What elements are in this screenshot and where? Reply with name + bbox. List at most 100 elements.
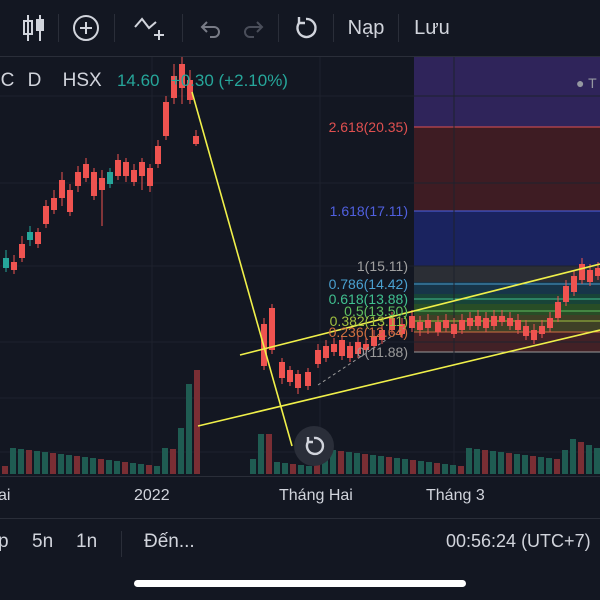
volume-bar	[346, 452, 352, 474]
reset-icon	[305, 436, 325, 456]
volume-bar	[154, 466, 160, 474]
toolbar-separator	[58, 14, 59, 42]
candle-body	[579, 264, 585, 280]
load-button[interactable]: Nạp	[344, 0, 388, 56]
undo-icon[interactable]	[196, 0, 226, 56]
volume-bar	[498, 452, 504, 474]
candle-body	[147, 168, 153, 186]
symbol-interval[interactable]: D	[27, 70, 42, 91]
trendline-down[interactable]	[191, 91, 293, 447]
interval-button[interactable]: p	[0, 531, 9, 552]
volume-bar	[386, 457, 392, 474]
interval-button[interactable]: 5n	[32, 531, 54, 552]
price-chart[interactable]: ● T 2.618(20.35) 1.618(17.11) 1(15.11) 0.78…	[0, 57, 600, 475]
candle-body	[155, 146, 161, 164]
goto-date-button[interactable]: Đến...	[144, 531, 195, 552]
channel-lower[interactable]	[197, 329, 600, 427]
volume-bar	[506, 453, 512, 474]
volume-bar	[170, 449, 176, 474]
candle-body	[417, 322, 423, 330]
last-price: 14.60	[116, 71, 160, 90]
symbol-exchange: HSX	[62, 70, 102, 91]
candles-icon[interactable]	[16, 0, 52, 56]
reset-chart-button[interactable]	[294, 426, 334, 466]
channel-upper[interactable]	[239, 263, 600, 356]
volume-bar	[82, 457, 88, 474]
candle-body	[451, 324, 457, 334]
dashed-guide	[317, 327, 405, 386]
time-label: Tháng 3	[426, 487, 485, 504]
toolbar-separator	[398, 14, 399, 42]
toolbar-separator	[333, 14, 334, 42]
volume-bar	[186, 384, 192, 474]
volume-bar	[42, 452, 48, 474]
candle-body	[587, 270, 593, 282]
candle-body	[531, 330, 537, 340]
volume-bar	[114, 461, 120, 474]
volume-bar	[282, 463, 288, 474]
candle-body	[51, 198, 57, 210]
candle-body	[339, 340, 345, 356]
volume-bar	[490, 451, 496, 474]
fib-label: 2.618(20.35)	[329, 119, 408, 135]
candle-body	[75, 172, 81, 186]
volume-bar	[290, 464, 296, 474]
candle-body	[475, 316, 481, 326]
fib-zone	[414, 266, 600, 282]
volume-bar	[482, 450, 488, 474]
price-change: +0.30 (+2.10%)	[170, 71, 288, 90]
candle-body	[131, 170, 137, 182]
candle-body	[491, 316, 497, 326]
time-axis[interactable]: ai 2022 Tháng Hai Tháng 3	[0, 476, 600, 517]
fib-zone	[414, 127, 600, 211]
candle-body	[355, 342, 361, 354]
fib-label: 0.236(12.64)	[329, 324, 408, 340]
candle-body	[99, 178, 105, 190]
volume-bar	[194, 370, 200, 474]
volume-bar	[106, 460, 112, 474]
fib-zone	[414, 211, 600, 266]
volume-bar	[578, 442, 584, 474]
candle-body	[523, 326, 529, 336]
fib-label: 0.5(13.50)	[344, 303, 408, 319]
candle-body	[555, 302, 561, 318]
volume-bar	[354, 453, 360, 474]
volume-bar	[394, 458, 400, 474]
volume-bar	[298, 465, 304, 474]
candle-body	[19, 244, 25, 258]
save-button[interactable]: Lưu	[410, 0, 454, 56]
volume-bar	[122, 462, 128, 474]
volume-bar	[402, 459, 408, 474]
volume-bar	[66, 455, 72, 474]
volume-bar	[594, 448, 600, 474]
interval-button[interactable]: 1n	[76, 531, 98, 552]
volume-bar	[258, 434, 264, 474]
volume-bar	[586, 445, 592, 474]
volume-bar	[418, 461, 424, 474]
volume-bar	[474, 449, 480, 474]
volume-bar	[370, 455, 376, 474]
volume-bar	[522, 455, 528, 474]
refresh-icon[interactable]	[290, 0, 322, 56]
volume-bar	[58, 454, 64, 474]
indicators-icon[interactable]	[130, 0, 170, 56]
candle-body	[363, 344, 369, 350]
timezone-clock[interactable]: 00:56:24 (UTC+7)	[446, 531, 591, 551]
candle-body	[83, 164, 89, 178]
volume-bar	[50, 453, 56, 474]
candle-body	[425, 320, 431, 328]
candle-body	[371, 336, 377, 346]
fib-label: 1.618(17.11)	[330, 203, 408, 219]
symbol-ticker[interactable]: LC	[0, 70, 15, 91]
candle-body	[35, 232, 41, 244]
add-icon[interactable]	[68, 0, 104, 56]
redo-icon[interactable]	[238, 0, 268, 56]
candle-body	[91, 172, 97, 196]
candle-body	[347, 346, 353, 358]
fib-label: 0.618(13.88)	[329, 291, 408, 307]
fib-label: 0(11.88)	[357, 344, 408, 360]
volume-bar	[458, 466, 464, 474]
candle-body	[287, 370, 293, 382]
volume-bar	[362, 454, 368, 474]
volume-bar	[410, 460, 416, 474]
